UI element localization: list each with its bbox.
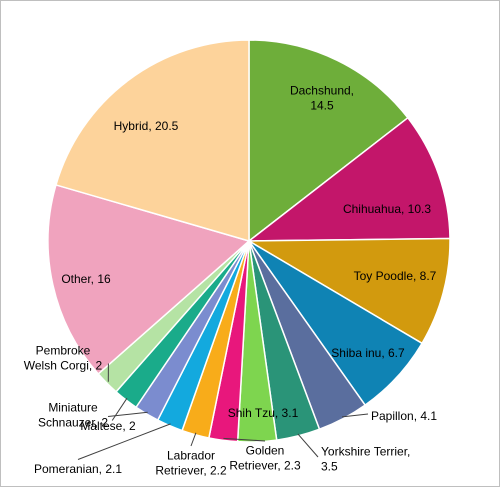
data-label-hybrid: Hybrid, 20.5 bbox=[114, 119, 179, 133]
data-label-shih-tzu: Shih Tzu, 3.1 bbox=[228, 406, 299, 420]
pie-slices bbox=[48, 40, 450, 442]
data-label-toy-poodle: Toy Poodle, 8.7 bbox=[354, 269, 437, 283]
data-label-chihuahua: Chihuahua, 10.3 bbox=[343, 202, 431, 216]
leader-line-maltese bbox=[108, 412, 148, 416]
data-label-papillon: Papillon, 4.1 bbox=[371, 409, 437, 423]
data-label-yorkshire-terrier: Yorkshire Terrier,3.5 bbox=[321, 445, 410, 474]
data-label-pomeranian: Pomeranian, 2.1 bbox=[34, 462, 122, 476]
leader-line-yorkshire-terrier bbox=[298, 434, 318, 457]
data-label-other: Other, 16 bbox=[61, 272, 111, 286]
data-label-shiba-inu: Shiba inu, 6.7 bbox=[331, 346, 405, 360]
leader-line-miniature-schnauzer bbox=[112, 398, 127, 420]
